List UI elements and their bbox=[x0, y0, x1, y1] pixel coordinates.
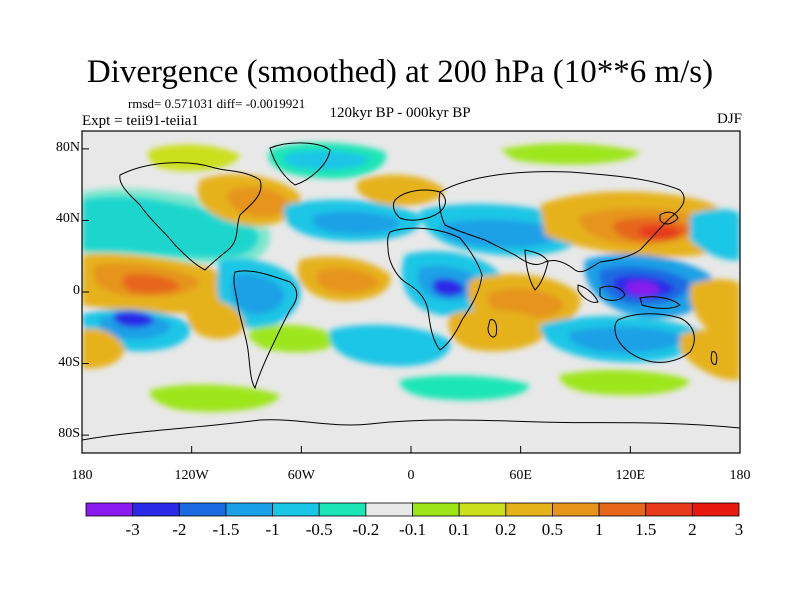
field-patch bbox=[500, 143, 640, 165]
field-patch bbox=[82, 328, 125, 369]
colorbar-swatch bbox=[691, 502, 740, 517]
colorbar-label: -0.1 bbox=[399, 520, 426, 539]
y-tick-label: 40S bbox=[58, 354, 80, 370]
colorbar-swatch bbox=[365, 502, 413, 517]
x-tick-label: 60W bbox=[287, 468, 315, 483]
colorbar-label: -0.5 bbox=[305, 520, 333, 539]
season-label: DJF bbox=[716, 111, 742, 127]
coastline-asia bbox=[438, 171, 685, 273]
coastline-europe bbox=[392, 189, 446, 221]
field-patch bbox=[227, 186, 290, 217]
colorbar-swatch bbox=[225, 502, 273, 517]
coastline-south-america bbox=[233, 270, 298, 390]
field-patch bbox=[148, 144, 240, 172]
field-patch bbox=[356, 174, 445, 206]
coastline-madagascar bbox=[487, 319, 498, 338]
colorbar-label: 0.1 bbox=[448, 520, 470, 539]
colorbar-swatch bbox=[598, 502, 647, 517]
coastline-north-america bbox=[119, 162, 262, 271]
x-ticks bbox=[81, 446, 741, 453]
colorbar-label: 1.5 bbox=[635, 520, 657, 539]
field-patch bbox=[186, 298, 245, 339]
field-patch bbox=[439, 219, 565, 248]
colorbar-label: -2 bbox=[172, 520, 187, 539]
field-patch bbox=[249, 324, 340, 353]
y-tick-label: 80N bbox=[55, 139, 80, 155]
x-tick-label: 0 bbox=[407, 468, 415, 483]
field-patch bbox=[329, 324, 451, 367]
coastline-japan bbox=[659, 211, 679, 225]
colorbar-label: -1 bbox=[265, 520, 280, 539]
x-tick-label: 120E bbox=[615, 468, 646, 483]
y-tick-label: 0 bbox=[73, 283, 80, 298]
coastline-borneo bbox=[599, 285, 626, 301]
stats-line: rmsd= 0.571031 diff= -0.0019921 bbox=[128, 96, 306, 111]
colorbar-swatch bbox=[132, 502, 180, 517]
field-patch bbox=[315, 268, 380, 294]
plot-title: Divergence (smoothed) at 200 hPa (10**6 … bbox=[86, 54, 714, 90]
coastline-sumatra bbox=[577, 284, 599, 303]
field-patch bbox=[399, 375, 530, 401]
coastline-india bbox=[524, 249, 549, 291]
coastline-new-guinea bbox=[639, 296, 681, 309]
field-patch bbox=[569, 327, 685, 353]
coastline-antarctica bbox=[82, 419, 740, 441]
field-patch bbox=[625, 281, 660, 296]
y-ticks bbox=[82, 148, 89, 436]
coastline-africa bbox=[387, 227, 483, 351]
colorbar-swatch bbox=[552, 502, 600, 517]
field-patch bbox=[149, 384, 280, 412]
experiment-label: Expt = teii91-teiia1 bbox=[82, 113, 199, 129]
field-patch bbox=[432, 278, 465, 297]
colorbar-label: 0.5 bbox=[541, 520, 564, 539]
colorbar-swatch bbox=[505, 502, 553, 517]
x-tick-label: 60E bbox=[509, 468, 532, 483]
field-patch bbox=[312, 211, 400, 235]
coastline-new-zealand bbox=[710, 351, 718, 365]
coastline-australia bbox=[614, 313, 695, 363]
colorbar-label: 1 bbox=[594, 520, 604, 539]
coastline-greenland bbox=[269, 142, 331, 186]
colorbar-swatch bbox=[318, 502, 367, 517]
coastlines bbox=[82, 142, 740, 441]
divergence-field bbox=[82, 142, 740, 412]
field-patch bbox=[559, 369, 690, 396]
field-patch bbox=[638, 225, 682, 240]
colorbar-swatch bbox=[272, 502, 320, 517]
colorbar-swatch bbox=[645, 502, 693, 517]
colorbar-label: -3 bbox=[125, 520, 140, 539]
colorbar-swatch bbox=[178, 502, 227, 517]
x-tick-label: 180 bbox=[71, 468, 93, 483]
period-label: 120kyr BP - 000kyr BP bbox=[329, 105, 471, 121]
colorbar-label: 2 bbox=[688, 520, 697, 539]
colorbar-label: 3 bbox=[734, 520, 744, 539]
y-tick-label: 40N bbox=[55, 211, 80, 227]
field-patch bbox=[690, 279, 740, 341]
y-tick-label: 80S bbox=[58, 426, 80, 442]
field-patch bbox=[448, 309, 550, 352]
field-patch bbox=[122, 274, 180, 294]
field-patch bbox=[680, 329, 740, 381]
colorbar-label: -0.2 bbox=[352, 520, 380, 539]
field-patch bbox=[113, 311, 155, 328]
x-tick-label: 120W bbox=[174, 468, 209, 483]
colorbar-label: -1.5 bbox=[212, 520, 240, 539]
x-tick-label: 180 bbox=[729, 468, 751, 483]
field-patch bbox=[690, 209, 740, 261]
colorbar-swatch bbox=[412, 502, 460, 517]
colorbar bbox=[85, 502, 740, 517]
colorbar-swatch bbox=[85, 502, 134, 517]
colorbar-label: 0.2 bbox=[495, 520, 517, 539]
colorbar-swatch bbox=[458, 502, 507, 517]
field-patch bbox=[231, 273, 285, 315]
